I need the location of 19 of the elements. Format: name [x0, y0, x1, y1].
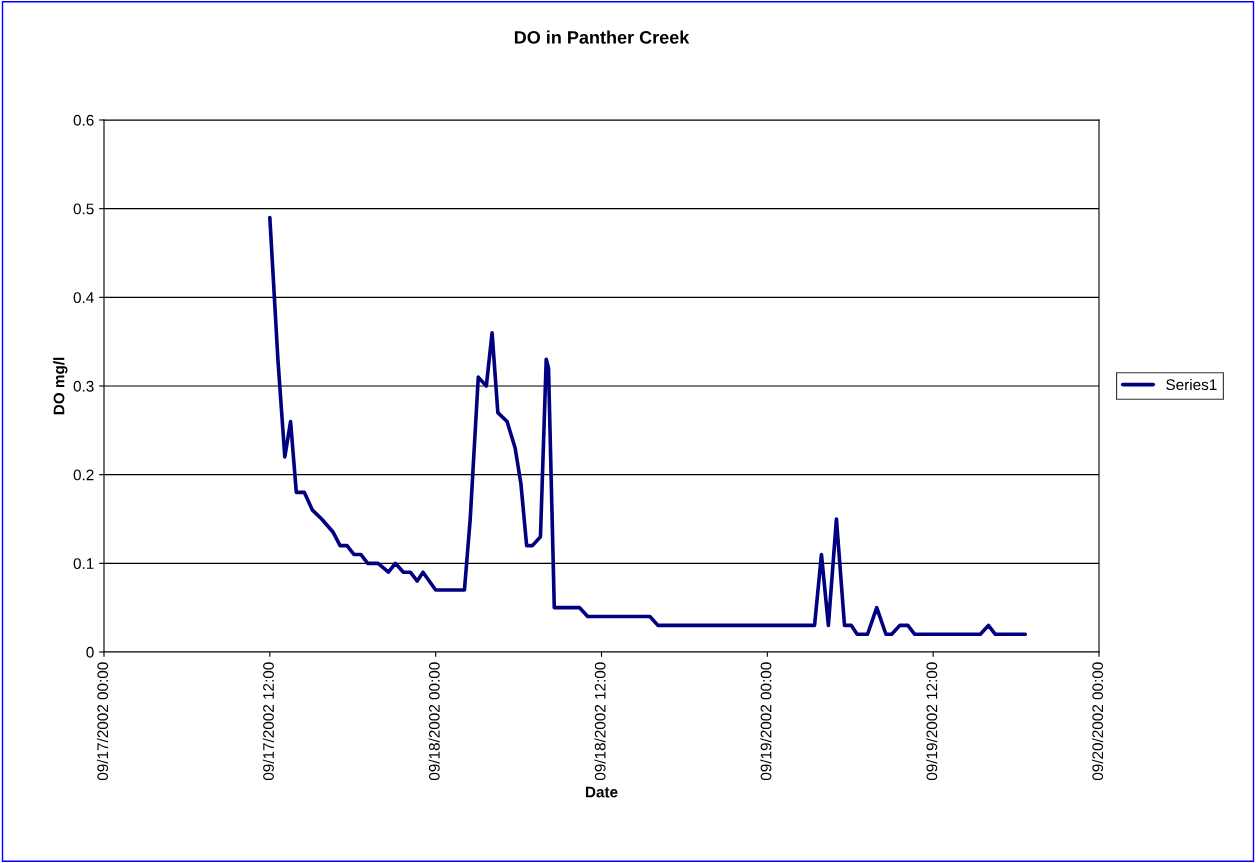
y-tick-label: 0.6: [73, 114, 94, 126]
y-tick-label: 0.2: [73, 469, 94, 481]
legend-label: Series1: [1166, 378, 1217, 391]
x-tick-label: 09/18/2002 12:00: [594, 662, 606, 781]
x-tick-label: 09/20/2002 00:00: [1091, 662, 1104, 781]
x-tick-label: 09/17/2002 12:00: [262, 662, 274, 781]
chart-title: DO in Panther Creek: [514, 30, 690, 44]
x-tick-label: 09/18/2002 00:00: [428, 662, 440, 781]
y-tick-label: 0.3: [73, 380, 94, 392]
x-axis-title: Date: [585, 786, 618, 798]
y-tick-label: 0.5: [73, 203, 94, 215]
x-tick-label: 09/19/2002 12:00: [926, 662, 938, 781]
y-tick-label: 0: [86, 646, 94, 658]
line-series: [268, 215, 1028, 637]
y-tick-label: 0.4: [73, 292, 94, 304]
y-tick-label: 0.1: [73, 558, 94, 570]
x-tick-label: 09/19/2002 00:00: [760, 662, 772, 781]
x-tick-label: 09/17/2002 00:00: [96, 662, 109, 781]
y-axis-title: DO mg/l: [53, 357, 68, 415]
